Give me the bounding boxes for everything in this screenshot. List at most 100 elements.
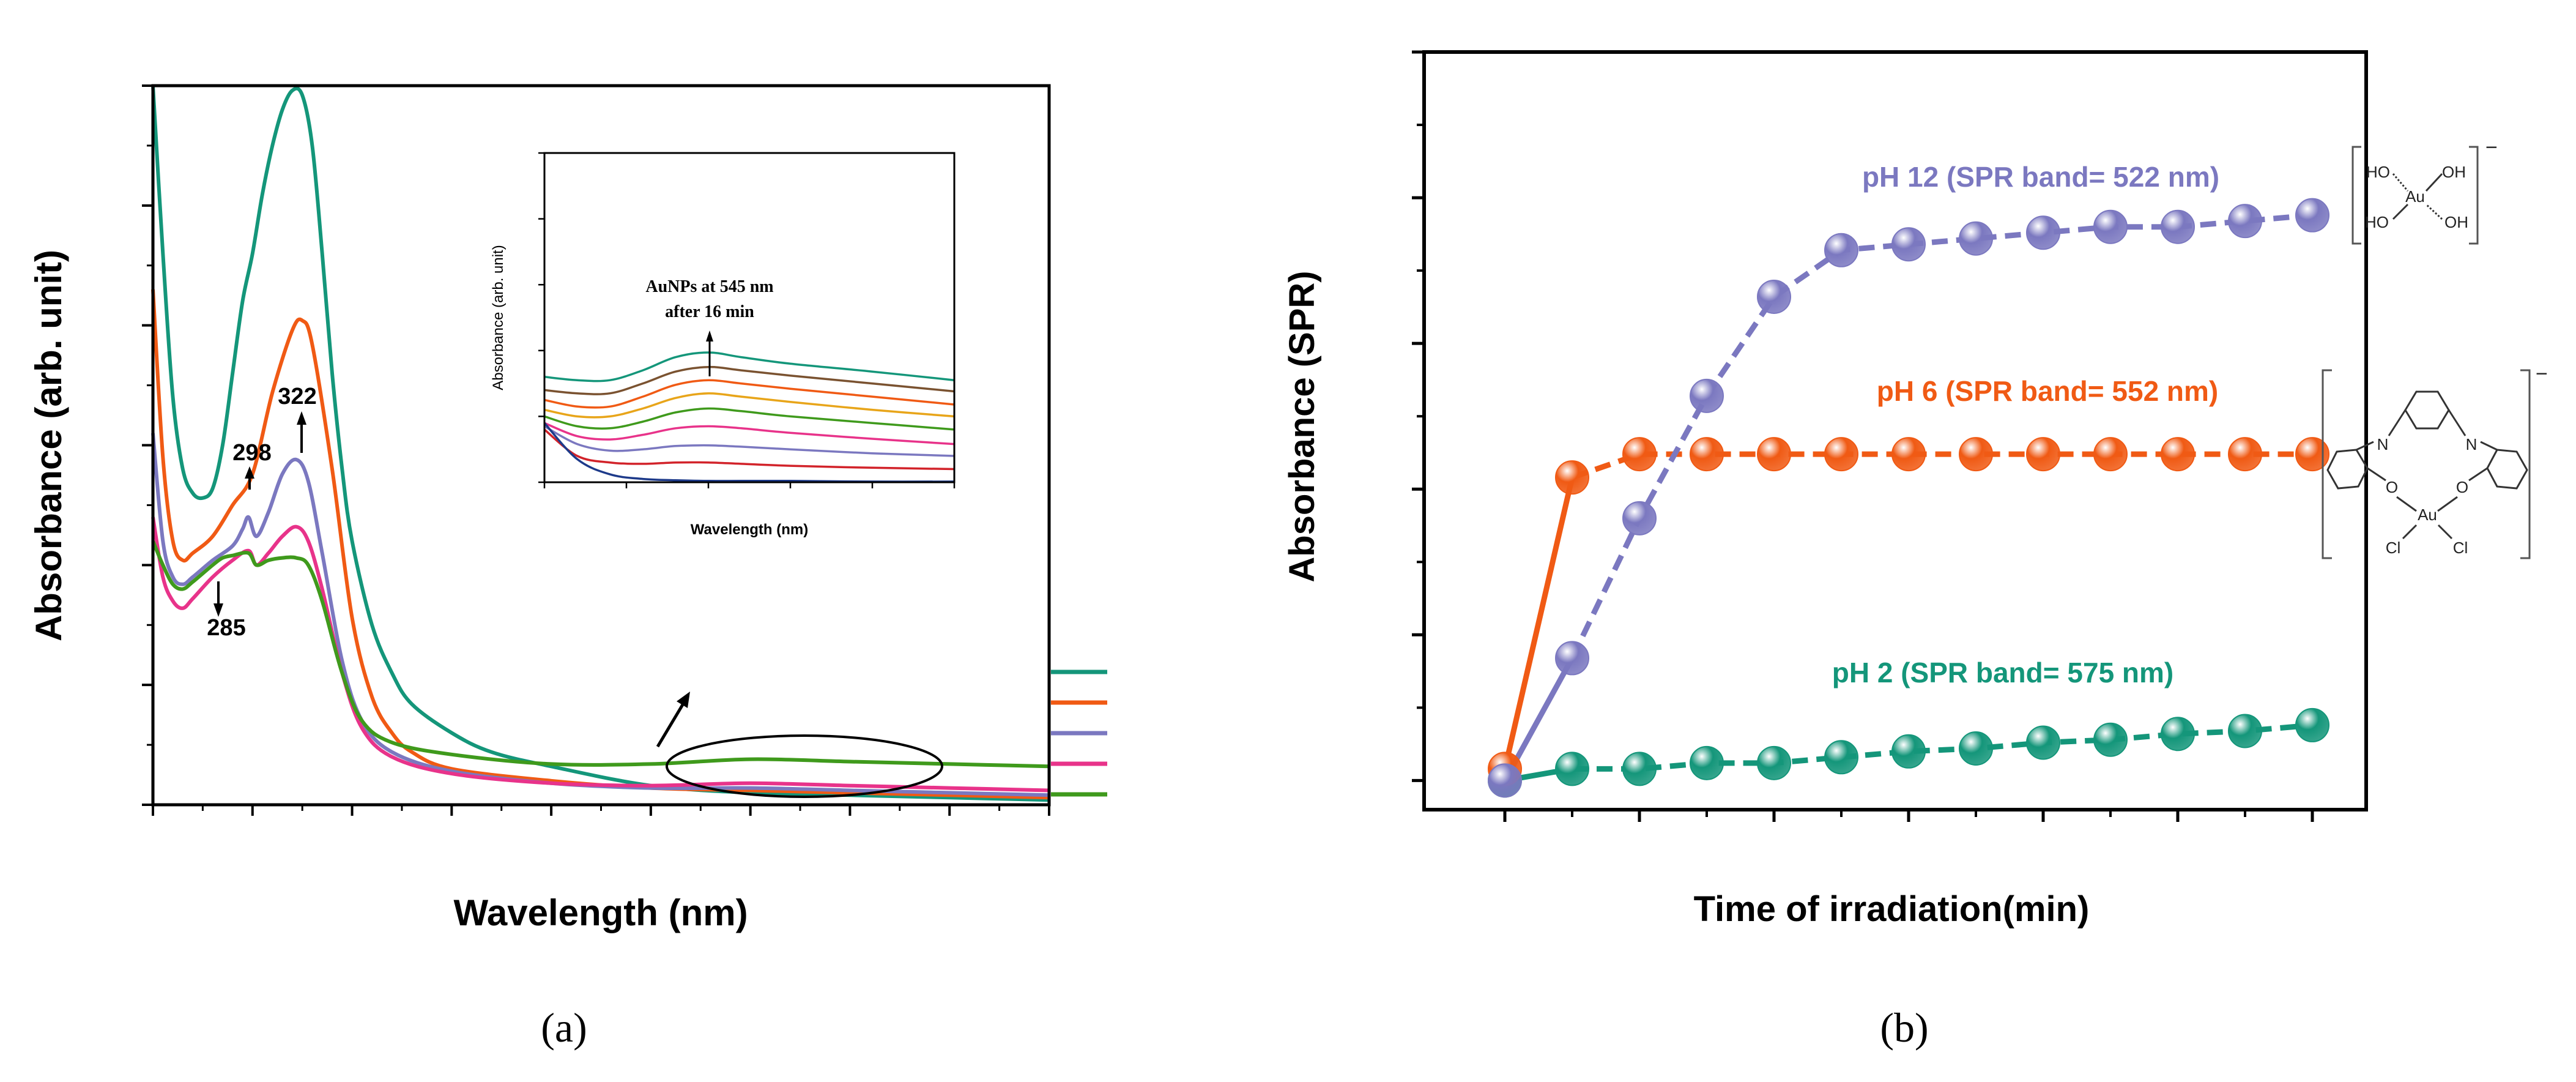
data-point <box>1555 460 1589 495</box>
panel-b-plot-frame <box>1422 50 2368 812</box>
data-point <box>1757 437 1791 472</box>
inset-annotation-line2: after 16 min <box>665 302 754 321</box>
data-point <box>2228 714 2262 748</box>
svg-text:Au: Au <box>2418 506 2437 524</box>
series-label-ph12: pH 12 (SPR band= 522 nm) <box>1862 161 2219 193</box>
inset-axes <box>538 152 956 488</box>
data-point <box>1891 437 1926 472</box>
panel-a-legend <box>1051 670 1107 797</box>
series-label-ph6: pH 6 (SPR band= 552 nm) <box>1877 375 2219 407</box>
peak-298-label: 298 <box>232 440 271 466</box>
data-point <box>2228 437 2262 472</box>
panel-a-inset: Absorbance (arb. unit) Wavelength (nm) A… <box>490 152 956 538</box>
svg-text:O: O <box>2386 478 2398 496</box>
inset-curve <box>543 428 955 471</box>
inset-curves <box>543 351 955 483</box>
svg-text:Cl: Cl <box>2453 539 2468 557</box>
inset-annotation-line1: AuNPs at 545 nm <box>645 277 773 296</box>
inset-annotation-arrowhead <box>706 330 713 341</box>
schiff-base-gold-complex-structure: − N N O O Au Cl Cl <box>2322 362 2548 559</box>
peak-285-label: 285 <box>207 615 245 641</box>
data-point <box>1757 745 1791 780</box>
inset-curve <box>544 351 955 382</box>
data-point <box>1959 731 1993 766</box>
data-point <box>1690 437 1724 472</box>
data-point <box>1757 279 1791 314</box>
series-line-4min <box>151 433 1050 797</box>
svg-text:OH: OH <box>2444 213 2468 231</box>
series-line-16min <box>151 540 1050 769</box>
peak-322-label: 322 <box>278 384 316 409</box>
data-point <box>1959 221 1993 256</box>
hydroxo-gold-complex-structure: − HO OH Au HO OH <box>2351 136 2498 245</box>
inset-curve <box>544 392 955 419</box>
series-line-dashed <box>1571 451 2312 480</box>
data-point <box>2228 204 2262 239</box>
peak-322-arrowhead <box>297 411 306 425</box>
data-point <box>2161 437 2195 472</box>
data-point <box>1824 233 1858 267</box>
svg-text:HO: HO <box>2365 213 2389 231</box>
data-point <box>1824 740 1858 775</box>
panel-b-caption: (b) <box>1880 1004 1928 1051</box>
series-segment-solid <box>1502 477 1575 770</box>
data-point <box>1555 752 1589 786</box>
panel-a-chart: Absorbance (arb. unit) Wavelength (nm) 3… <box>28 84 1107 1051</box>
inset-curve <box>544 422 955 446</box>
inset-y-axis-label: Absorbance (arb. unit) <box>490 245 507 390</box>
panel-b-x-axis-label: Time of irradiation(min) <box>1694 889 2090 929</box>
svg-text:O: O <box>2456 478 2468 496</box>
svg-text:N: N <box>2466 435 2478 453</box>
series-line-dashed <box>1569 212 2313 660</box>
data-point <box>1555 641 1589 676</box>
data-point <box>1488 763 1522 798</box>
data-point <box>1622 437 1657 472</box>
panel-a-x-axis-label: Wavelength (nm) <box>453 892 748 933</box>
data-point <box>2026 725 2060 760</box>
panel-b-y-axis-label: Absorbance (SPR) <box>1282 270 1322 582</box>
panel-a-annotations: 322 298 285 <box>207 384 943 798</box>
data-point <box>1690 745 1724 780</box>
svg-text:−: − <box>2485 136 2498 159</box>
peak-285-arrowhead <box>213 603 223 617</box>
data-point <box>2161 209 2195 244</box>
series-label-ph2: pH 2 (SPR band= 575 nm) <box>1832 657 2174 688</box>
panel-b-axes <box>1412 50 2314 822</box>
auNP-region-arrow <box>656 701 686 748</box>
series-line-6min <box>151 517 1050 793</box>
panel-a-caption: (a) <box>541 1004 587 1051</box>
panel-a-y-axis-label: Absorbance (arb. unit) <box>28 250 69 641</box>
data-point <box>1959 437 1993 472</box>
panel-b-series <box>1488 198 2329 798</box>
data-point <box>1891 227 1926 262</box>
auNP-region-ellipse <box>666 734 943 798</box>
peak-298-arrowhead <box>245 466 254 479</box>
data-point <box>2161 717 2195 752</box>
series-line-0min <box>151 85 1050 802</box>
data-point <box>1891 734 1926 769</box>
data-point <box>2093 437 2128 472</box>
inset-curve <box>544 379 955 409</box>
data-point <box>1824 437 1858 472</box>
data-point <box>2295 198 2329 233</box>
data-point <box>1622 752 1657 786</box>
data-point <box>2026 437 2060 472</box>
inset-x-axis-label: Wavelength (nm) <box>691 521 808 538</box>
svg-text:HO: HO <box>2366 163 2390 181</box>
svg-text:Cl: Cl <box>2386 539 2401 557</box>
svg-text:OH: OH <box>2442 163 2466 181</box>
svg-text:−: − <box>2536 362 2548 386</box>
series-line-dashed <box>1572 722 2313 772</box>
panel-b-chart: Absorbance (SPR) Time of irradiation(min… <box>1282 50 2548 1051</box>
panel-a-axes <box>142 84 1050 816</box>
data-point <box>2026 215 2060 250</box>
auNP-region-arrowhead <box>677 692 690 708</box>
data-point <box>2295 707 2329 742</box>
data-point <box>2093 209 2128 244</box>
inset-plot-frame <box>543 152 956 483</box>
svg-text:Au: Au <box>2405 187 2425 206</box>
data-point <box>1622 501 1657 535</box>
inset-curve <box>544 407 955 431</box>
data-point <box>2093 722 2128 757</box>
